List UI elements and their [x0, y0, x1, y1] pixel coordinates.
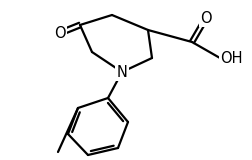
Text: OH: OH: [220, 51, 242, 65]
Text: O: O: [54, 25, 66, 40]
Text: N: N: [117, 64, 128, 80]
Text: O: O: [200, 11, 212, 25]
